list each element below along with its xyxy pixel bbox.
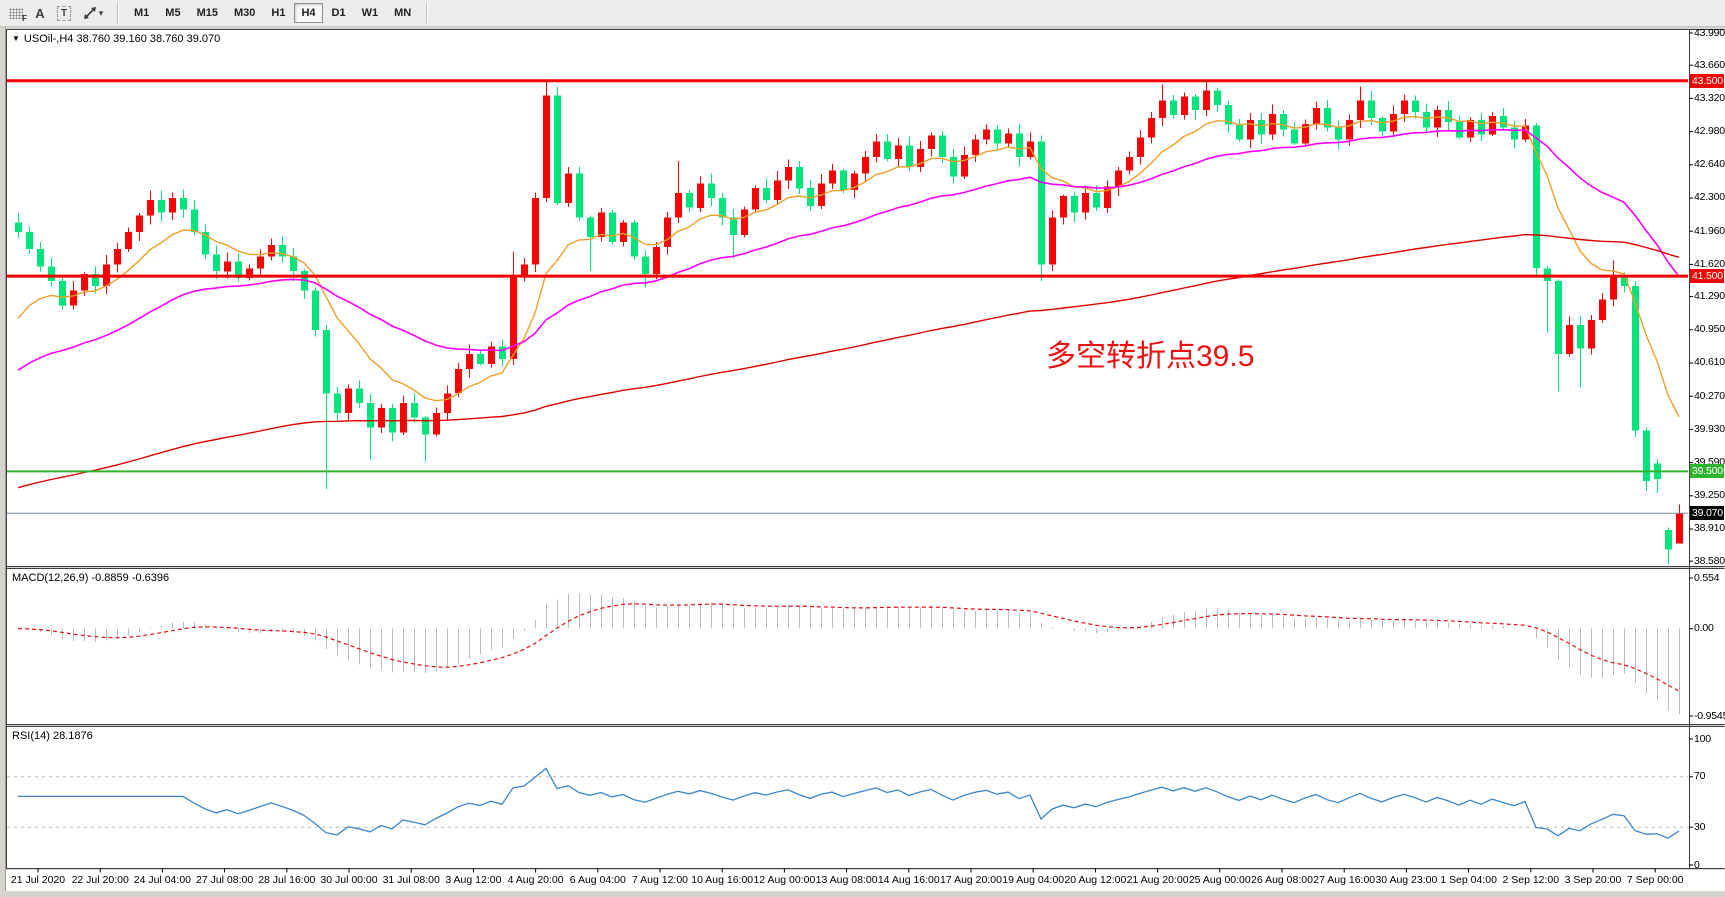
price-axis-label: 41.290 xyxy=(1694,290,1725,303)
time-axis-label: 21 Aug 20:00 xyxy=(1126,874,1189,886)
timeframe-button-h1[interactable]: H1 xyxy=(271,7,286,19)
annotation-text[interactable]: 多空转折点39.5 xyxy=(1046,340,1255,373)
cursor-tool-button[interactable]: A xyxy=(29,3,51,24)
time-axis-label: 22 Jul 20:00 xyxy=(71,874,129,886)
symbol-title-text: USOil-,H4 38.760 39.160 38.760 39.070 xyxy=(23,33,221,45)
time-axis-label: 1 Sep 04:00 xyxy=(1440,874,1497,886)
price-axis-label: 41.620 xyxy=(1694,257,1725,270)
macd-label: MACD(12,26,9) -0.8859 -0.6396 xyxy=(12,572,170,584)
price-axis-label: 40.610 xyxy=(1694,356,1725,369)
toolbar-separator xyxy=(426,3,429,23)
timeframe-button-m15[interactable]: M15 xyxy=(196,7,218,19)
price-axis-label: 42.640 xyxy=(1694,158,1725,171)
price-axis-label: 43.990 xyxy=(1694,26,1725,39)
rsi-axis-label: 0 xyxy=(1694,858,1700,871)
time-axis-label: 17 Aug 20:00 xyxy=(940,874,1002,886)
swap-arrows-icon xyxy=(83,7,96,19)
timeframe-button-h4[interactable]: H4 xyxy=(294,3,323,23)
time-axis-label: 21 Jul 2020 xyxy=(10,874,66,886)
time-axis-label: 24 Jul 04:00 xyxy=(133,874,191,886)
time-axis-label: 7 Aug 12:00 xyxy=(631,874,689,886)
time-axis-label: 13 Aug 08:00 xyxy=(815,874,878,886)
macd-axis-label: -0.9545 xyxy=(1694,709,1725,722)
time-axis-label: 2 Sep 12:00 xyxy=(1502,874,1560,886)
toolbar: F A T ▾ M1 M5 M15 M30 H1 H4 D1 W1 MN xyxy=(0,0,1725,27)
time-axis-label: 27 Jul 08:00 xyxy=(195,874,254,886)
price-axis-label: 39.250 xyxy=(1694,489,1725,502)
price-axis-label: 40.270 xyxy=(1694,389,1725,402)
timeframe-group: M1 M5 M15 M30 H1 H4 D1 W1 MN xyxy=(122,0,423,27)
time-axis-label: 27 Aug 16:00 xyxy=(1313,874,1376,886)
price-axis-label: 42.980 xyxy=(1694,125,1725,138)
time-axis-label: 12 Aug 00:00 xyxy=(753,874,816,886)
macd-axis-label: 0.554 xyxy=(1694,571,1720,584)
rsi-axis-label: 70 xyxy=(1694,770,1706,783)
time-axis-label: 25 Aug 00:00 xyxy=(1188,874,1251,886)
arrow-tool-icon: A xyxy=(35,5,45,21)
time-axis-label: 3 Aug 12:00 xyxy=(445,874,502,886)
price-axis-label: 38.910 xyxy=(1694,522,1725,535)
symbol-dropdown-icon: ▼ xyxy=(12,34,20,43)
swap-arrows-button[interactable]: ▾ xyxy=(77,3,109,24)
time-axis-label: 19 Aug 04:00 xyxy=(1002,874,1065,886)
macd-panel[interactable] xyxy=(6,568,1725,725)
rsi-panel[interactable] xyxy=(6,726,1725,869)
grid-icon-label: F xyxy=(22,13,27,23)
time-axis-label: 26 Aug 08:00 xyxy=(1251,874,1313,886)
price-axis-label: 41.960 xyxy=(1694,224,1725,237)
time-scale[interactable] xyxy=(6,870,1725,891)
price-axis-label: 42.300 xyxy=(1694,191,1725,204)
rsi-axis-label: 30 xyxy=(1694,820,1706,833)
price-axis-label: 40.950 xyxy=(1694,323,1725,336)
time-axis-label: 28 Jul 16:00 xyxy=(258,874,316,886)
time-axis-label: 6 Aug 04:00 xyxy=(569,874,626,886)
time-axis-label: 10 Aug 16:00 xyxy=(691,874,754,886)
time-axis-label: 3 Sep 20:00 xyxy=(1564,874,1622,886)
rsi-axis-label: 100 xyxy=(1694,732,1711,745)
window-bottom-edge xyxy=(0,891,1725,897)
time-axis-label: 30 Jul 00:00 xyxy=(320,874,378,886)
rsi-label: RSI(14) 28.1876 xyxy=(12,730,93,742)
symbol-title: ▼ USOil-,H4 38.760 39.160 38.760 39.070 xyxy=(12,33,220,45)
timeframe-button-m1[interactable]: M1 xyxy=(134,7,150,19)
time-axis-label: 31 Jul 08:00 xyxy=(382,874,440,886)
price-tag-43.500: 43.500 xyxy=(1690,73,1724,88)
main-chart-panel[interactable] xyxy=(6,29,1725,567)
time-axis-label: 4 Aug 20:00 xyxy=(507,874,564,886)
price-tag-39.070: 39.070 xyxy=(1690,506,1724,521)
grid-icon: F xyxy=(9,7,27,23)
price-axis-label: 43.320 xyxy=(1694,91,1725,104)
text-tool-icon: T xyxy=(56,5,72,21)
price-axis-label: 43.660 xyxy=(1694,58,1725,71)
timeframe-button-d1[interactable]: D1 xyxy=(331,7,346,19)
time-axis-label: 14 Aug 16:00 xyxy=(877,874,940,886)
timeframe-button-m30[interactable]: M30 xyxy=(233,7,256,19)
toolbar-tools-group: F A T ▾ xyxy=(0,0,114,27)
toolbar-separator xyxy=(117,3,119,23)
price-tag-39.500: 39.500 xyxy=(1690,464,1724,479)
timeframe-button-mn[interactable]: MN xyxy=(394,7,412,19)
window-left-edge xyxy=(0,27,6,897)
text-tool-button[interactable]: T xyxy=(53,3,75,24)
time-axis-label: 20 Aug 12:00 xyxy=(1064,874,1127,886)
price-tag-41.500: 41.500 xyxy=(1690,269,1724,284)
timeframe-button-m5[interactable]: M5 xyxy=(165,7,181,19)
macd-axis-label: 0.00 xyxy=(1694,622,1714,635)
time-axis-label: 30 Aug 23:00 xyxy=(1375,874,1438,886)
timeframe-button-w1[interactable]: W1 xyxy=(361,7,379,19)
grid-tool-button[interactable]: F xyxy=(5,3,27,24)
price-axis-label: 38.580 xyxy=(1694,554,1725,567)
dropdown-caret-icon: ▾ xyxy=(98,7,104,18)
time-axis-label: 7 Sep 00:00 xyxy=(1626,874,1684,886)
price-axis-label: 39.930 xyxy=(1694,422,1725,435)
